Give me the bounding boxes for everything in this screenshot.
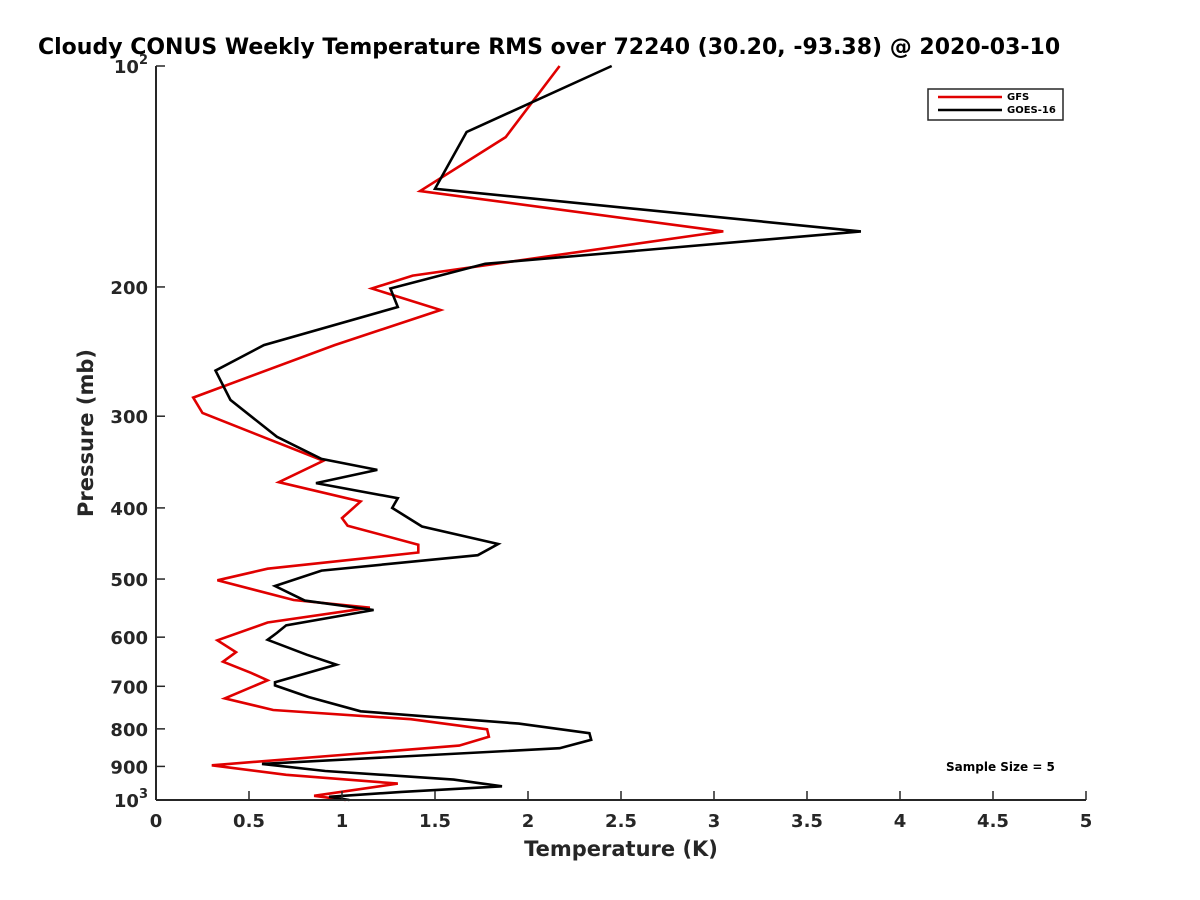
y-ticks: 102 200 300 400 500 600 700 800 900 103 [110, 53, 165, 812]
y-tick-label: 300 [110, 407, 148, 428]
series-line-gfs [191, 65, 724, 802]
x-tick-label: 1.5 [419, 811, 451, 832]
y-tick-label: 103 [114, 787, 148, 812]
legend-label-gfs: GFS [1007, 92, 1029, 103]
y-axis-label: Pressure (mb) [74, 349, 98, 517]
x-tick-label: 1 [336, 811, 349, 832]
x-tick-label: 2.5 [605, 811, 637, 832]
axes [155, 66, 1086, 801]
x-ticks: 0 0.5 1 1.5 2 2.5 3 3.5 4 4.5 5 [150, 791, 1093, 832]
y-tick-label: 600 [110, 628, 148, 649]
sample-size-annotation: Sample Size = 5 [946, 760, 1055, 774]
x-tick-label: 2 [522, 811, 535, 832]
chart-title: Cloudy CONUS Weekly Temperature RMS over… [38, 35, 1060, 60]
y-tick-label: 200 [110, 278, 148, 299]
x-tick-label: 0 [150, 811, 163, 832]
y-tick-label: 400 [110, 499, 148, 520]
legend: GFS GOES-16 [927, 88, 1064, 121]
y-tick-label: 102 [114, 53, 148, 78]
x-tick-label: 4 [894, 811, 907, 832]
x-tick-label: 0.5 [233, 811, 265, 832]
y-tick-label: 900 [110, 757, 148, 778]
legend-box [927, 88, 1064, 121]
x-tick-label: 4.5 [977, 811, 1009, 832]
x-tick-label: 3.5 [791, 811, 823, 832]
x-axis-label: Temperature (K) [524, 837, 718, 861]
legend-label-goes16: GOES-16 [1007, 105, 1056, 116]
y-tick-label: 500 [110, 570, 148, 591]
series-line-goes16 [213, 64, 862, 802]
series-layer [191, 64, 862, 802]
x-tick-label: 5 [1080, 811, 1093, 832]
y-tick-label: 800 [110, 720, 148, 741]
y-tick-label: 700 [110, 677, 148, 698]
x-tick-label: 3 [708, 811, 721, 832]
